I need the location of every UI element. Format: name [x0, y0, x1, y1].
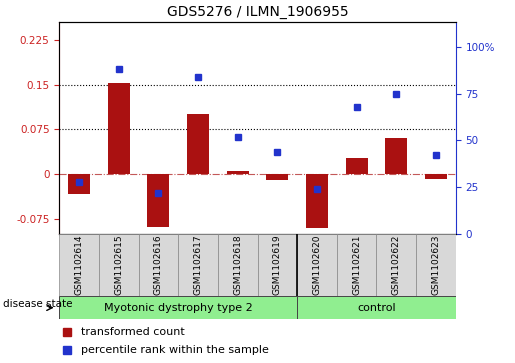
Bar	[187, 114, 209, 174]
Text: GSM1102616: GSM1102616	[154, 234, 163, 295]
Bar	[227, 171, 249, 174]
Bar	[68, 174, 90, 194]
Bar	[258, 234, 297, 296]
Text: GSM1102614: GSM1102614	[75, 235, 83, 295]
Bar	[297, 234, 337, 296]
Bar	[178, 234, 218, 296]
Bar	[306, 174, 328, 228]
Text: GSM1102615: GSM1102615	[114, 234, 123, 295]
Bar	[385, 138, 407, 174]
Title: GDS5276 / ILMN_1906955: GDS5276 / ILMN_1906955	[167, 5, 348, 19]
Text: control: control	[357, 303, 396, 313]
Text: GSM1102623: GSM1102623	[432, 235, 440, 295]
Text: GSM1102619: GSM1102619	[273, 234, 282, 295]
Text: GSM1102620: GSM1102620	[313, 235, 321, 295]
Text: transformed count: transformed count	[81, 327, 185, 337]
Text: GSM1102622: GSM1102622	[392, 235, 401, 295]
Bar	[266, 174, 288, 180]
Bar	[99, 234, 139, 296]
Bar	[59, 234, 99, 296]
Text: GSM1102617: GSM1102617	[194, 234, 202, 295]
Bar	[425, 174, 447, 179]
Bar	[416, 234, 456, 296]
Text: Myotonic dystrophy type 2: Myotonic dystrophy type 2	[104, 303, 252, 313]
Bar	[59, 296, 297, 319]
Bar	[297, 296, 456, 319]
Text: disease state: disease state	[3, 299, 72, 309]
Bar	[218, 234, 258, 296]
Bar	[376, 234, 416, 296]
Bar	[108, 83, 130, 174]
Bar	[147, 174, 169, 227]
Bar	[139, 234, 178, 296]
Bar	[337, 234, 376, 296]
Bar	[346, 158, 368, 174]
Text: percentile rank within the sample: percentile rank within the sample	[81, 345, 269, 355]
Text: GSM1102621: GSM1102621	[352, 235, 361, 295]
Text: GSM1102618: GSM1102618	[233, 234, 242, 295]
